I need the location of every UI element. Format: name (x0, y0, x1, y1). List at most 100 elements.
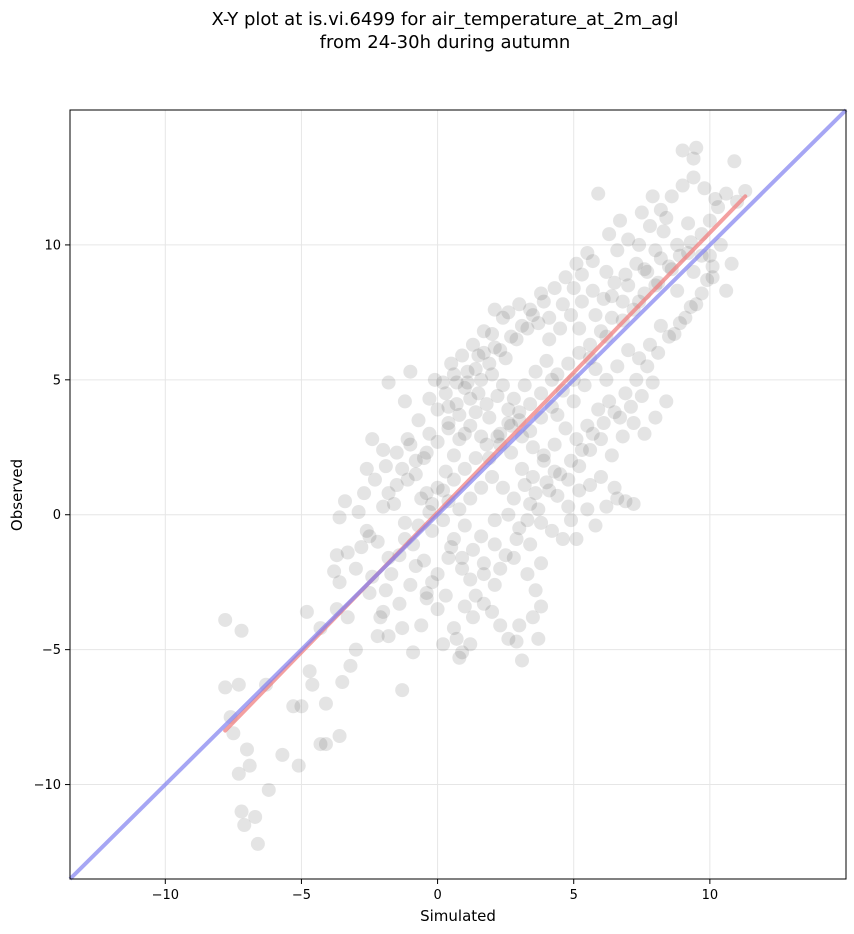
data-point (425, 575, 440, 590)
y-axis-ticks: −10 −5 0 5 10 (34, 238, 70, 793)
data-point (509, 634, 524, 649)
data-point (422, 391, 437, 406)
data-point (482, 356, 497, 371)
data-point (441, 421, 456, 436)
data-point (528, 364, 543, 379)
data-point (640, 264, 655, 279)
data-point (637, 262, 652, 277)
x-axis-label: Simulated (420, 907, 496, 925)
data-point (389, 445, 404, 460)
data-point (403, 577, 418, 592)
data-point (226, 726, 241, 741)
data-point (498, 351, 513, 366)
data-point (599, 264, 614, 279)
data-point (504, 329, 519, 344)
data-point (416, 553, 431, 568)
data-point (294, 699, 309, 714)
data-point (653, 251, 668, 266)
data-point (490, 389, 505, 404)
data-point (479, 437, 494, 452)
data-point (387, 496, 402, 511)
data-point (531, 631, 546, 646)
data-point (689, 297, 704, 312)
data-point (547, 437, 562, 452)
data-point (234, 623, 249, 638)
data-point (618, 267, 633, 282)
data-point (637, 426, 652, 441)
data-point (599, 499, 614, 514)
data-point (457, 461, 472, 476)
data-point (607, 275, 622, 290)
data-point (389, 478, 404, 493)
y-tick-label: 0 (53, 508, 61, 523)
data-point (705, 259, 720, 274)
data-point (719, 186, 734, 201)
data-point (332, 510, 347, 525)
data-point (487, 537, 502, 552)
x-tick-label: 10 (702, 888, 719, 903)
data-point (275, 747, 290, 762)
data-point (672, 316, 687, 331)
data-point (613, 213, 628, 228)
data-point (621, 343, 636, 358)
data-point (465, 542, 480, 557)
data-point (332, 728, 347, 743)
data-point (395, 621, 410, 636)
data-point (697, 181, 712, 196)
data-point (566, 281, 581, 296)
data-point (430, 402, 445, 417)
data-point (237, 818, 252, 833)
data-point (455, 561, 470, 576)
data-point (419, 585, 434, 600)
data-point (286, 699, 301, 714)
data-point (613, 410, 628, 425)
data-point (474, 480, 489, 495)
data-point (495, 480, 510, 495)
data-point (593, 324, 608, 339)
data-point (642, 337, 657, 352)
data-point (414, 491, 429, 506)
data-point (542, 483, 557, 498)
data-point (468, 588, 483, 603)
data-point (452, 432, 467, 447)
data-point (632, 351, 647, 366)
identity-line (68, 108, 848, 881)
data-point (474, 372, 489, 387)
data-point (370, 534, 385, 549)
grid-lines (70, 110, 846, 879)
data-point (536, 448, 551, 463)
data-point (463, 391, 478, 406)
data-point (493, 343, 508, 358)
data-point (376, 442, 391, 457)
data-point (517, 478, 532, 493)
data-point (591, 186, 606, 201)
data-point (446, 472, 461, 487)
data-point (348, 561, 363, 576)
data-point (678, 310, 693, 325)
data-point (365, 432, 380, 447)
data-point (653, 318, 668, 333)
data-point (645, 375, 660, 390)
data-point (218, 612, 233, 627)
data-point (713, 237, 728, 252)
data-point (634, 205, 649, 220)
data-point (397, 515, 412, 530)
data-point (463, 572, 478, 587)
data-point (705, 270, 720, 285)
data-point (455, 645, 470, 660)
data-point (520, 513, 535, 528)
y-tick-label: −10 (34, 778, 61, 793)
data-point (474, 529, 489, 544)
data-point (378, 459, 393, 474)
data-point (430, 602, 445, 617)
data-point (485, 367, 500, 382)
data-point (555, 297, 570, 312)
x-tick-label: −5 (292, 888, 311, 903)
data-point (531, 316, 546, 331)
data-point (463, 418, 478, 433)
data-point (392, 596, 407, 611)
x-tick-label: −10 (152, 888, 179, 903)
data-point (607, 405, 622, 420)
data-point (449, 375, 464, 390)
data-point (528, 486, 543, 501)
